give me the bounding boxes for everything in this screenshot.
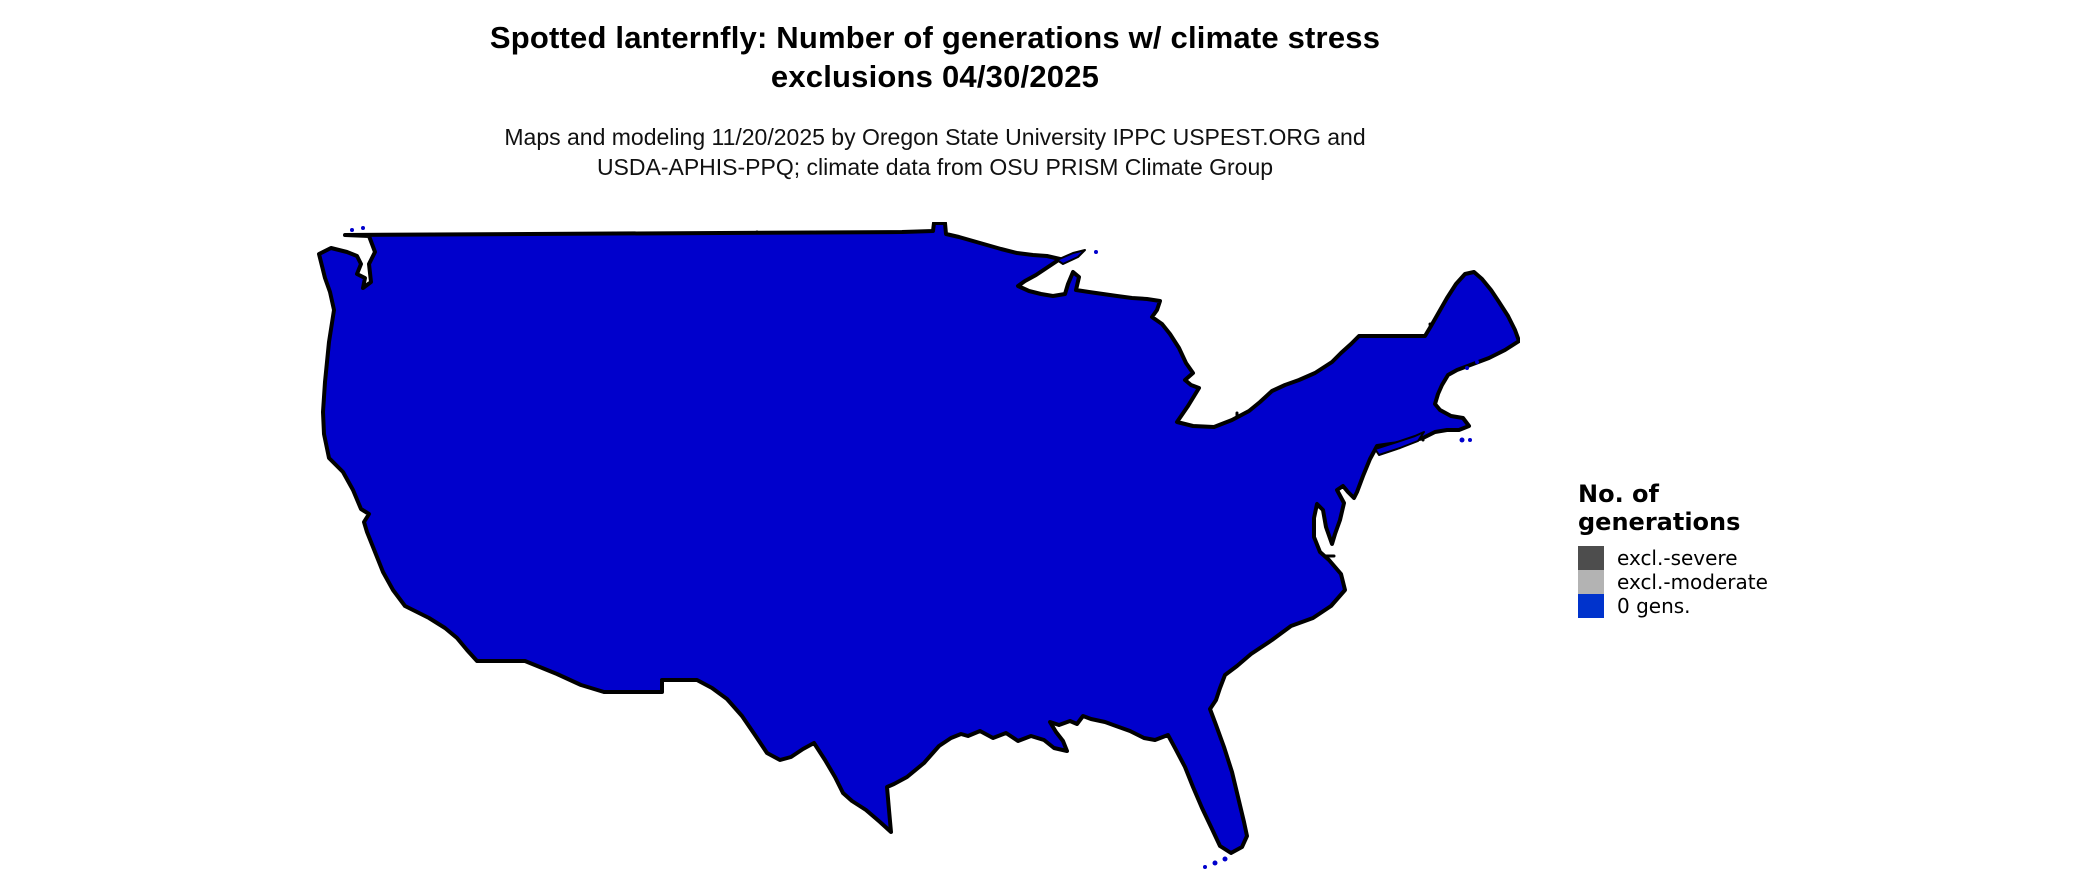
legend-swatch-excl-moderate <box>1578 570 1604 594</box>
legend-title: No. of generations <box>1578 480 1838 536</box>
map-subtitle: Maps and modeling 11/20/2025 by Oregon S… <box>270 122 1600 182</box>
legend-swatches <box>1578 546 1604 618</box>
title-line-2: exclusions 04/30/2025 <box>770 59 1100 94</box>
us-map <box>317 221 1521 869</box>
legend-title-line-2: generations <box>1578 508 1741 536</box>
small-islands <box>350 226 1479 869</box>
legend-swatch-0-gens <box>1578 594 1604 618</box>
us-outline-stroke <box>317 221 1521 855</box>
coast-islands <box>1056 249 1425 456</box>
legend-title-line-1: No. of <box>1578 480 1659 508</box>
us-map-container <box>317 221 1521 882</box>
legend: No. of generations excl.-severe excl.-mo… <box>1578 480 1838 622</box>
legend-swatch-column <box>1578 546 1604 622</box>
title-line-1: Spotted lanternfly: Number of generation… <box>489 20 1381 55</box>
legend-rows: excl.-severe excl.-moderate 0 gens. <box>1578 546 1838 622</box>
legend-label-excl-severe: excl.-severe <box>1617 546 1738 570</box>
subtitle-line-2: USDA-APHIS-PPQ; climate data from OSU PR… <box>596 154 1274 180</box>
legend-swatch-excl-severe <box>1578 546 1604 570</box>
subtitle-line-1: Maps and modeling 11/20/2025 by Oregon S… <box>504 124 1366 150</box>
isle-royale <box>1056 249 1086 265</box>
legend-label-excl-moderate: excl.-moderate <box>1617 570 1768 594</box>
long-island <box>1374 431 1425 456</box>
page-title: Spotted lanternfly: Number of generation… <box>270 18 1600 96</box>
legend-label-0-gens: 0 gens. <box>1617 594 1691 618</box>
legend-labels-column: excl.-severe excl.-moderate 0 gens. <box>1617 546 1768 622</box>
